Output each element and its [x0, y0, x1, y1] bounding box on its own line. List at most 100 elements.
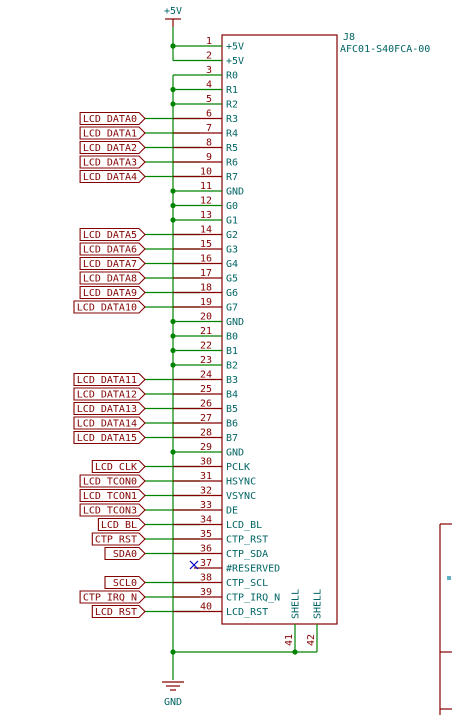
net-label-text: LCD_TCON3 — [83, 506, 137, 517]
net-label-lcd-data8 — [79, 271, 146, 285]
pin-17-name: G5 — [226, 274, 238, 285]
connector-pins: 1 +5V 2 +5V 3 R0 4 R1 5 R2 6 R3 7 R4 8 R5 9 R6 10 R7 11 GND 12… — [173, 36, 324, 652]
pin-26-number: 26 — [200, 399, 212, 410]
pin-15-number: 15 — [200, 239, 212, 250]
net-label-text: CTP_RST — [95, 535, 137, 546]
pin-5-number: 5 — [206, 94, 212, 105]
pin-19-number: 19 — [200, 297, 212, 308]
net-label-text: LCD_BL — [101, 520, 137, 531]
pin-25-name: B4 — [226, 390, 238, 401]
pin-26-name: B5 — [226, 404, 238, 415]
net-label-text: LCD_DATA7 — [83, 259, 137, 270]
net-label-lcd-data4 — [79, 169, 146, 184]
net-label-text: LCD_DATA8 — [83, 274, 137, 285]
pin-4-number: 4 — [206, 80, 212, 91]
net-label-lcd-tcon3 — [79, 503, 146, 517]
shell-pin-41-name: SHELL — [291, 589, 302, 619]
net-label-ctp-rst — [91, 532, 146, 546]
net-label-text: LCD_DATA5 — [83, 230, 137, 241]
pin-24-number: 24 — [200, 370, 212, 381]
net-label-text: LCD_DATA11 — [77, 375, 137, 386]
net-label-text: LCD_DATA2 — [83, 143, 137, 154]
pin-22-number: 22 — [200, 341, 212, 352]
net-label-lcd-data11 — [73, 372, 146, 387]
component-ref: J8 — [343, 32, 355, 43]
pin-30-number: 30 — [200, 457, 212, 468]
junction-shell-gnd — [170, 649, 176, 655]
pin-20-name: GND — [226, 317, 244, 328]
net-label-text: LCD_DATA10 — [77, 303, 137, 314]
net-label-lcd-data13 — [73, 401, 146, 416]
pin-38-name: CTP_SCL — [226, 578, 268, 589]
pin-19-name: G7 — [226, 303, 238, 314]
pin-10-number: 10 — [200, 167, 212, 178]
pin-4-name: R1 — [226, 85, 238, 96]
connector-body — [221, 34, 338, 625]
pin-31-number: 31 — [200, 471, 212, 482]
pin-23-number: 23 — [200, 355, 212, 366]
net-label-text: CTP_IRQ_N — [83, 593, 137, 604]
pin-29-name: GND — [226, 448, 244, 459]
net-label-text: LCD_DATA6 — [83, 245, 137, 256]
net-label-text: LCD_DATA13 — [77, 404, 137, 415]
net-label-lcd-data3 — [79, 155, 146, 169]
pin-1-name: +5V — [226, 42, 244, 53]
pin-20-number: 20 — [200, 312, 212, 323]
pin-32-name: VSYNC — [226, 491, 256, 502]
pin-35-name: CTP_RST — [226, 535, 268, 546]
net-label-text: LCD_CLK — [95, 462, 137, 473]
gnd-symbol: GND — [162, 681, 184, 708]
net-labels: LCD_DATA0 LCD_DATA1 LCD_DATA2 LCD_DATA3 LCD_… — [73, 111, 146, 619]
pin-6-name: R3 — [226, 114, 238, 125]
pin-2-name: +5V — [226, 56, 244, 67]
no-connect-marker — [189, 560, 199, 570]
net-label-text: LCD_DATA12 — [77, 390, 137, 401]
pin-34-number: 34 — [200, 515, 212, 526]
pin-7-number: 7 — [206, 123, 212, 134]
pin-39-name: CTP_IRQ_N — [226, 593, 280, 604]
pin-3-name: R0 — [226, 71, 238, 82]
pin-18-number: 18 — [200, 283, 212, 294]
pin-37-number: 37 — [200, 558, 212, 569]
net-label-lcd-data2 — [79, 140, 146, 155]
net-label-lcd-data9 — [79, 285, 146, 300]
pin-34-name: LCD_BL — [226, 520, 262, 531]
pin-31-name: HSYNC — [226, 477, 256, 488]
pin-11-number: 11 — [200, 181, 212, 192]
net-label-text: LCD_TCON0 — [83, 477, 137, 488]
pin-33-number: 33 — [200, 500, 212, 511]
net-label-lcd-data12 — [73, 387, 146, 401]
net-label-text: LCD_DATA9 — [83, 288, 137, 299]
pin-28-number: 28 — [200, 428, 212, 439]
pin-30-name: PCLK — [226, 462, 250, 473]
adjacent-sheet-fragment — [439, 523, 452, 715]
pin-40-number: 40 — [200, 602, 212, 613]
net-label-lcd-data14 — [73, 416, 146, 430]
net-label-text: LCD_DATA14 — [77, 419, 137, 430]
pin-12-name: G0 — [226, 201, 238, 212]
net-label-lcd-clk — [91, 459, 146, 474]
pin-16-number: 16 — [200, 254, 212, 265]
component-value: AFC01-S40FCA-00 — [340, 44, 430, 55]
pin-36-number: 36 — [200, 544, 212, 555]
pin-36-name: CTP_SDA — [226, 549, 268, 560]
pin-25-number: 25 — [200, 384, 212, 395]
pin-17-number: 17 — [200, 268, 212, 279]
pin-12-number: 12 — [200, 196, 212, 207]
pin-1-number: 1 — [206, 36, 212, 47]
net-label-text: LCD_RST — [95, 607, 137, 618]
pin-24-name: B3 — [226, 375, 238, 386]
shell-pin-41-number: 41 — [284, 634, 295, 646]
pin-27-name: B6 — [226, 419, 238, 430]
pin-14-number: 14 — [200, 225, 212, 236]
net-label-lcd-bl — [97, 517, 146, 532]
net-label-ctp-irq-n — [79, 590, 146, 604]
net-label-lcd-data6 — [79, 242, 146, 256]
pin-33-name: DE — [226, 506, 238, 517]
pin-5-name: R2 — [226, 100, 238, 111]
pin-39-number: 39 — [200, 587, 212, 598]
pin-10-name: R7 — [226, 172, 238, 183]
pin-6-number: 6 — [206, 109, 212, 120]
power-5v-label: +5V — [164, 6, 182, 17]
net-label-lcd-data7 — [79, 256, 146, 271]
